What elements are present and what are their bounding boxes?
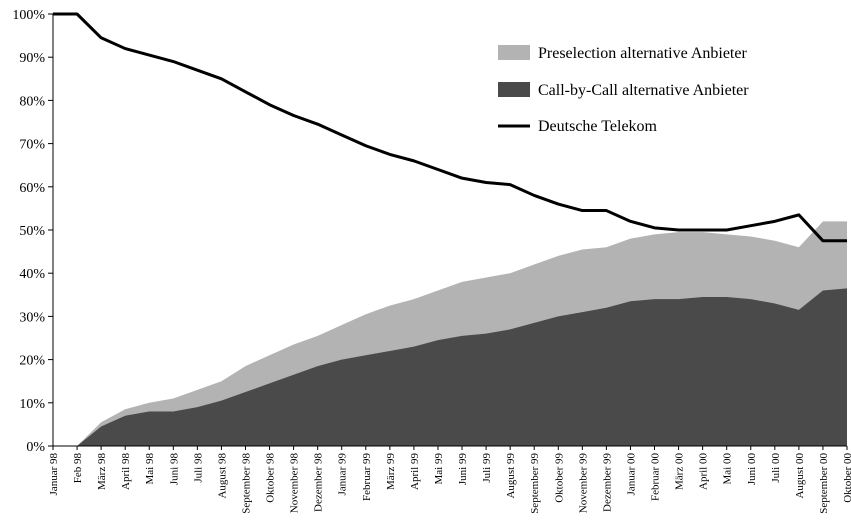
area-call-by-call-alternative-anbieter (53, 288, 847, 446)
legend-item-deutsche-telekom: Deutsche Telekom (498, 118, 658, 135)
legend-item-call-by-call: Call-by-Call alternative Anbieter (498, 82, 749, 99)
axes: 0% 10% 20% 30% 40% 50% 60% 70% 80% 90% 100% Januar… (12, 8, 851, 514)
legend-label-call-by-call: Call-by-Call alternative Anbieter (538, 82, 749, 99)
x-tick-label: Juli 99 (481, 453, 493, 483)
legend-label-deutsche-telekom: Deutsche Telekom (538, 118, 658, 135)
x-tick-label: Oktober 99 (553, 453, 565, 503)
x-tick-label: Januar 98 (48, 453, 60, 496)
x-tick-label: September 99 (529, 453, 541, 514)
x-tick-label: Dezember 99 (601, 453, 613, 512)
y-tick-label: 100% (12, 8, 45, 23)
x-tick-label: Juli 98 (192, 453, 204, 483)
line-deutsche-telekom (53, 12, 847, 243)
x-tick-label: Juni 00 (746, 453, 758, 486)
x-tick-label: Mai 98 (144, 453, 156, 485)
x-tick-label: Oktober 98 (265, 453, 277, 503)
x-tick-label: Oktober 00 (842, 453, 851, 503)
x-tick-label: August 98 (216, 453, 228, 499)
legend: Preselection alternative Anbieter Call-b… (498, 45, 749, 135)
x-tick-label: April 98 (120, 453, 132, 490)
y-tick-label: 60% (19, 181, 45, 196)
x-tick-label: Januar 00 (625, 453, 637, 496)
x-axis-ticks: Januar 98 Feb 98 März 98 April 98 Mai 98 Juni… (48, 446, 851, 514)
plot-area (53, 12, 847, 446)
line-layer (53, 12, 847, 243)
legend-swatch-call-by-call (498, 82, 530, 97)
y-tick-label: 30% (19, 310, 45, 325)
x-tick-label: November 98 (289, 453, 301, 514)
y-tick-label: 10% (19, 397, 45, 412)
x-tick-label: Mai 99 (433, 453, 445, 485)
y-tick-label: 80% (19, 94, 45, 109)
x-tick-label: Februar 99 (361, 453, 373, 501)
x-tick-label: März 00 (674, 453, 686, 490)
legend-label-preselection: Preselection alternative Anbieter (538, 45, 747, 62)
y-tick-label: 0% (26, 440, 45, 455)
x-tick-label: Juni 98 (168, 453, 180, 486)
x-tick-label: Januar 99 (337, 453, 349, 496)
legend-swatch-preselection (498, 45, 530, 60)
x-tick-label: November 99 (577, 453, 589, 514)
x-tick-label: März 99 (385, 453, 397, 490)
x-tick-label: September 98 (240, 453, 252, 514)
area-layer (53, 221, 847, 446)
y-axis-ticks: 0% 10% 20% 30% 40% 50% 60% 70% 80% 90% 100% (12, 8, 53, 455)
x-tick-label: Juli 00 (770, 453, 782, 483)
x-tick-label: August 00 (794, 453, 806, 499)
x-tick-label: September 00 (818, 453, 830, 514)
x-tick-label: Mai 00 (722, 453, 734, 485)
y-tick-label: 90% (19, 51, 45, 66)
x-tick-label: April 00 (698, 453, 710, 490)
x-tick-label: Dezember 98 (313, 453, 325, 512)
x-tick-label: Feb 98 (72, 453, 84, 484)
legend-item-preselection: Preselection alternative Anbieter (498, 45, 747, 62)
x-tick-label: April 99 (409, 453, 421, 490)
y-tick-label: 20% (19, 354, 45, 369)
x-tick-label: März 98 (96, 453, 108, 490)
y-tick-label: 70% (19, 138, 45, 153)
x-tick-label: Juni 99 (457, 453, 469, 486)
y-tick-label: 50% (19, 224, 45, 239)
x-tick-label: August 99 (505, 453, 517, 499)
x-tick-label: Februar 00 (650, 453, 662, 501)
y-tick-label: 40% (19, 267, 45, 282)
